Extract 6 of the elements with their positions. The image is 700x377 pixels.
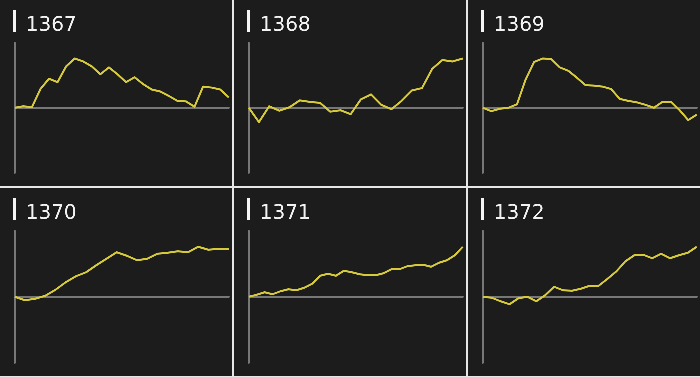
chart-title: 1371: [260, 200, 311, 224]
chart-title: 1370: [26, 200, 77, 224]
chart-title: 1372: [494, 200, 545, 224]
chart-title: 1369: [494, 12, 545, 36]
chart-title: 1367: [26, 12, 77, 36]
chart-title: 1368: [260, 12, 311, 36]
